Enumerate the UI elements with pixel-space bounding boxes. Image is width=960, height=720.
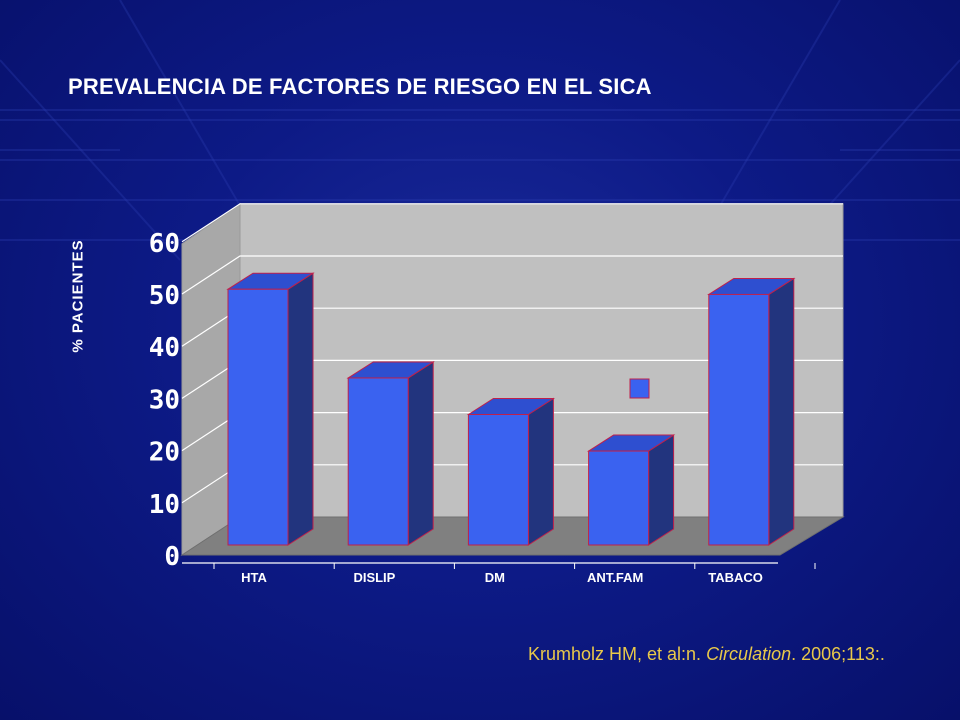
bar-group bbox=[707, 277, 796, 546]
bar-group bbox=[466, 397, 556, 546]
y-tick-label: 30 bbox=[149, 385, 180, 415]
bar-side bbox=[648, 434, 675, 546]
citation-details: . 2006;113:. bbox=[791, 644, 885, 664]
bar-side bbox=[407, 361, 434, 546]
bar-group bbox=[346, 361, 435, 546]
bar-group bbox=[226, 272, 315, 546]
bar bbox=[347, 377, 409, 546]
bar bbox=[227, 288, 289, 546]
x-tick-label: TABACO bbox=[708, 570, 763, 585]
y-tick-label: 10 bbox=[149, 490, 180, 520]
x-tick-label: DISLIP bbox=[353, 570, 395, 585]
y-tick-label: 60 bbox=[149, 229, 180, 259]
legend-marker bbox=[629, 378, 650, 399]
gridline bbox=[181, 203, 843, 243]
gridline bbox=[181, 255, 843, 295]
y-tick-label: 50 bbox=[149, 281, 180, 311]
citation-journal: Circulation bbox=[706, 644, 792, 664]
bar-side bbox=[287, 272, 314, 546]
y-tick-label: 20 bbox=[149, 438, 180, 468]
bar-side bbox=[768, 277, 795, 546]
bar-side bbox=[527, 397, 554, 546]
y-tick-label: 40 bbox=[149, 333, 180, 363]
x-tick-label: HTA bbox=[241, 570, 267, 585]
citation: Krumholz HM, et al:n. Circulation. 2006;… bbox=[528, 644, 885, 665]
chart-title: PREVALENCIA DE FACTORES DE RIESGO EN EL … bbox=[68, 74, 652, 99]
bar-group bbox=[586, 434, 676, 546]
y-tick-label: 0 bbox=[164, 542, 180, 572]
x-tick-label: ANT.FAM bbox=[587, 570, 643, 585]
bar bbox=[708, 293, 770, 546]
citation-authors: Krumholz HM, et al:n. bbox=[528, 644, 707, 664]
bar bbox=[467, 414, 529, 546]
bar bbox=[588, 450, 650, 546]
x-tick-label: DM bbox=[485, 570, 505, 585]
